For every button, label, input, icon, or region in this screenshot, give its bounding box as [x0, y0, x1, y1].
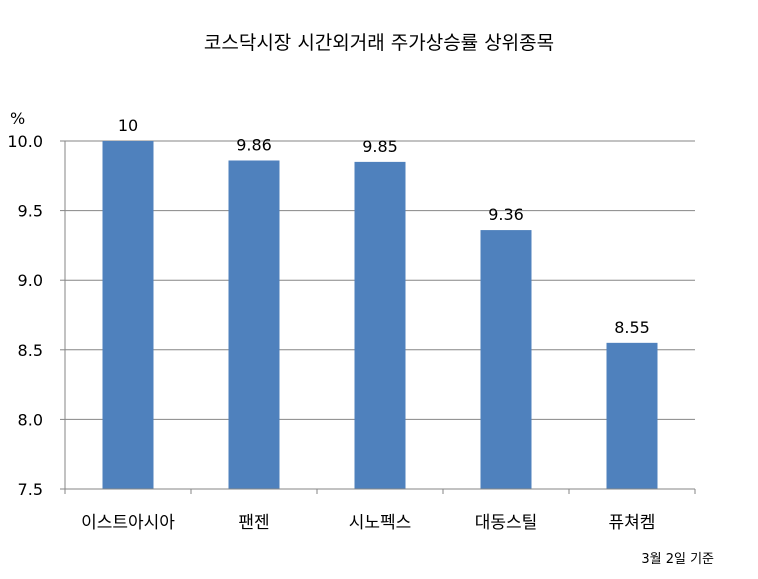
y-axis-label: %	[10, 109, 25, 128]
data-label: 9.85	[362, 137, 398, 156]
x-tick-label: 대동스틸	[475, 513, 538, 533]
y-tick-label: 8.0	[18, 410, 43, 429]
data-label: 9.36	[488, 205, 524, 224]
bars	[102, 141, 658, 489]
data-label: 8.55	[614, 318, 650, 337]
x-tick-label: 퓨쳐켐	[609, 513, 656, 533]
bar	[480, 230, 532, 489]
y-tick-label: 9.5	[18, 202, 43, 221]
date-note: 3월 2일 기준	[641, 552, 714, 567]
y-tick-label: 8.5	[18, 341, 43, 360]
data-label: 10	[118, 116, 138, 135]
axes	[60, 140, 696, 494]
y-tick-label: 9.0	[18, 271, 43, 290]
x-tick-label: 이스트아시아	[81, 513, 175, 533]
bar	[606, 342, 658, 489]
bar	[228, 160, 280, 489]
bar	[354, 161, 406, 489]
chart-title: 코스닥시장 시간외거래 주가상승률 상위종목	[203, 32, 555, 54]
y-tick-label: 10.0	[7, 132, 43, 151]
x-tick-label: 팬젠	[238, 513, 269, 533]
labels: 7.5 8.0 8.5 9.0 9.5 10.0 10 이스트아시아 9.86 팬젠 9.85 시노펙…	[7, 116, 655, 533]
y-tick-label: 7.5	[18, 480, 43, 499]
bar	[102, 141, 154, 489]
data-label: 9.86	[236, 135, 272, 154]
x-tick-label: 시노펙스	[349, 513, 412, 533]
